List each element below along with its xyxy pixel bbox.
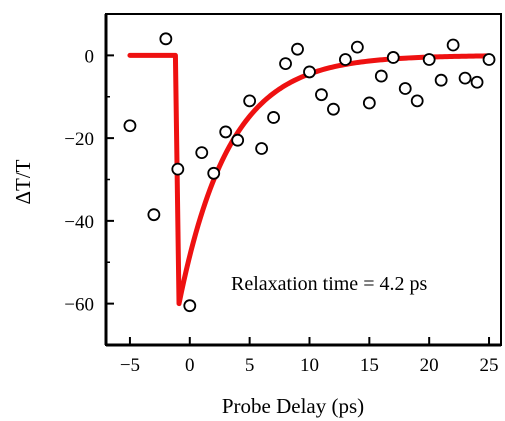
data-point — [279, 57, 292, 71]
plot-area: −5 0 5 10 15 20 25 0 −20 −40 −60 — [64, 13, 502, 376]
data-point — [315, 88, 328, 102]
data-point — [291, 42, 304, 56]
data-point — [386, 51, 400, 64]
data-point — [207, 166, 221, 180]
data-point — [350, 40, 364, 54]
data-point — [327, 102, 340, 116]
data-point — [147, 208, 161, 222]
y-tick-label: −60 — [64, 295, 94, 316]
data-point — [338, 53, 352, 66]
data-point — [243, 94, 257, 108]
data-point — [374, 69, 388, 83]
data-point — [303, 65, 316, 79]
data-point — [422, 53, 436, 66]
data-point — [231, 133, 245, 147]
data-point — [470, 75, 484, 89]
y-tick-label: −40 — [64, 212, 94, 233]
data-point — [267, 111, 280, 124]
y-tick-label: −20 — [64, 129, 94, 150]
data-point — [446, 38, 460, 52]
x-tick-label: 0 — [185, 355, 195, 376]
y-axis-title-group: ΔT/T — [11, 159, 35, 204]
data-point — [219, 125, 233, 139]
data-point — [183, 299, 197, 313]
y-tick-label: 0 — [85, 46, 95, 67]
data-point — [171, 162, 185, 176]
x-tick-label: 10 — [300, 355, 319, 376]
y-axis-title: ΔT/T — [11, 159, 35, 204]
data-point — [458, 71, 472, 85]
x-tick-label: 15 — [360, 355, 379, 376]
plot-frame — [105, 13, 502, 346]
data-point — [482, 53, 496, 66]
data-point — [123, 119, 137, 133]
relaxation-annotation: Relaxation time = 4.2 ps — [231, 273, 427, 295]
data-point — [255, 142, 269, 155]
data-point — [159, 32, 173, 46]
fit-curve — [127, 52, 491, 307]
x-axis-title: Probe Delay (ps) — [222, 394, 364, 418]
data-point — [362, 96, 376, 110]
data-point — [398, 82, 412, 95]
data-point — [434, 73, 448, 87]
x-tick-label: 5 — [245, 355, 255, 376]
data-point — [195, 146, 209, 160]
x-tick-label: −5 — [120, 355, 140, 376]
x-tick-label: 20 — [420, 355, 439, 376]
x-tick-label: 25 — [480, 355, 499, 376]
data-point — [410, 94, 424, 108]
